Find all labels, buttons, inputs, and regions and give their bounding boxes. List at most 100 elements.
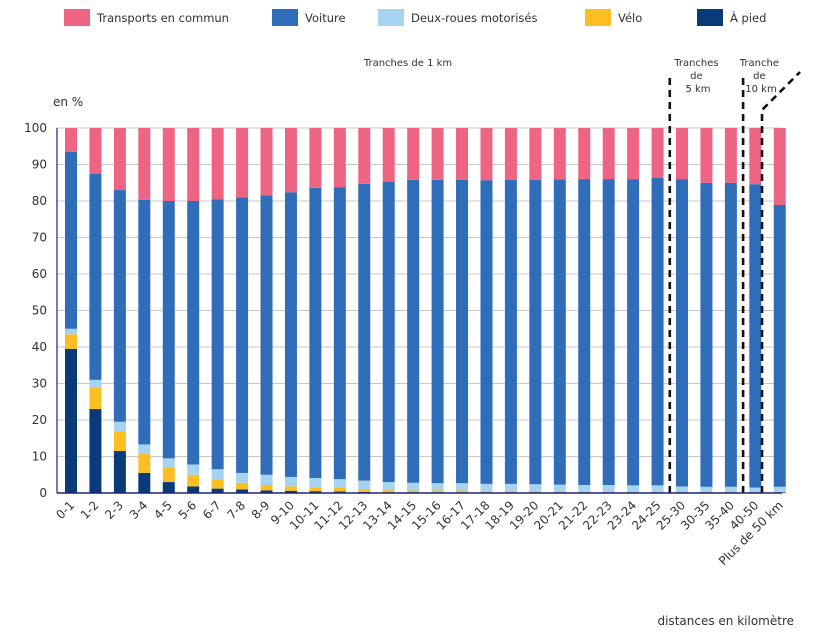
x-tick-label: 2-3 <box>102 498 126 522</box>
y-axis-title: en % <box>53 95 83 109</box>
legend-label: Deux-roues motorisés <box>411 11 537 25</box>
bar-segment <box>89 128 102 174</box>
bar-segment <box>651 485 664 492</box>
bar-segment <box>553 179 566 485</box>
bar-segment <box>407 179 420 483</box>
y-tick-label: 50 <box>32 304 47 318</box>
bar-segment <box>138 199 151 445</box>
x-tick-label: 4-5 <box>151 498 175 522</box>
bar-segment <box>602 491 615 493</box>
bar-stack <box>627 128 640 493</box>
bar-segment <box>456 483 469 491</box>
bar-stack <box>480 128 493 493</box>
bar-segment <box>456 490 469 493</box>
bar-segment <box>504 490 517 493</box>
bar-stack <box>700 128 713 493</box>
bar-stack <box>65 128 77 493</box>
bar-segment <box>284 476 297 487</box>
bar-stack <box>382 128 395 493</box>
y-tick-label: 90 <box>32 158 47 172</box>
y-axis-ticks: 0 10 20 30 40 50 60 70 80 90 100 <box>24 121 47 500</box>
bar-segment <box>236 197 249 473</box>
legend-label: À pied <box>730 10 766 25</box>
y-tick-label: 80 <box>32 194 47 208</box>
bar-segment <box>602 128 615 180</box>
bar-segment <box>578 484 591 492</box>
bar-segment <box>456 128 469 180</box>
bar-stack <box>724 128 737 493</box>
bar-segment <box>382 128 395 183</box>
x-tick-label: 5-6 <box>176 498 200 522</box>
bar-segment <box>211 488 224 493</box>
bar-segment <box>749 128 762 185</box>
bar-stack <box>773 128 786 493</box>
bar-segment <box>480 180 493 484</box>
bar-segment <box>700 491 713 493</box>
bar-segment <box>431 483 444 491</box>
bar-segment <box>309 128 322 188</box>
bar-segment <box>529 128 542 180</box>
bar-stack <box>578 128 591 493</box>
bar-segment <box>382 490 395 493</box>
x-tick-label: 3-4 <box>127 498 151 522</box>
bar-segment <box>309 187 322 479</box>
bar-segment <box>676 179 688 487</box>
bar-segment <box>333 187 346 480</box>
bar-segment <box>627 179 640 486</box>
bar-segment <box>529 179 542 485</box>
bar-stack <box>407 128 420 493</box>
bar-segment <box>358 488 371 492</box>
bar-segment <box>113 430 126 452</box>
bar-segment <box>162 458 175 468</box>
legend-swatch <box>64 9 90 26</box>
bar-segment <box>382 482 395 491</box>
bar-segment <box>578 128 591 180</box>
legend-label: Transports en commun <box>96 11 229 25</box>
bar-segment <box>89 173 102 380</box>
bar-segment <box>284 192 297 477</box>
bar-segment <box>553 128 566 180</box>
bar-stack <box>749 128 762 493</box>
bar-segment <box>553 484 566 492</box>
bar-segment <box>773 486 786 492</box>
bar-segment <box>162 482 175 493</box>
y-tick-label: 0 <box>39 486 47 500</box>
bar-segment <box>211 479 224 489</box>
bar-segment <box>65 348 77 493</box>
bar-segment <box>456 179 469 484</box>
bar-segment <box>113 451 126 493</box>
bar-segment <box>480 128 493 181</box>
bar-segment <box>773 128 786 206</box>
bar-segment <box>113 128 126 191</box>
bar-segment <box>211 469 224 480</box>
bar-segment <box>236 128 249 198</box>
x-axis-title: distances en kilomètre <box>657 614 794 628</box>
legend-swatch <box>697 9 723 26</box>
bar-segment <box>358 128 371 184</box>
bar-stack <box>529 128 542 493</box>
y-tick-label: 100 <box>24 121 47 135</box>
bar-segment <box>504 128 517 180</box>
bar-segment <box>480 483 493 491</box>
bar-segment <box>236 482 249 490</box>
y-tick-label: 20 <box>32 413 47 427</box>
bar-segment <box>113 190 126 422</box>
bar-segment <box>724 128 737 183</box>
bar-segment <box>407 128 420 180</box>
x-tick-label: 1-2 <box>78 498 102 522</box>
bar-segment <box>627 128 640 180</box>
bar-stack <box>431 128 444 493</box>
annotation-5km: Tranches de 5 km <box>673 58 722 95</box>
bar-stack <box>504 128 517 493</box>
bar-segment <box>284 490 297 493</box>
x-axis-ticks: 0-1 1-2 2-3 3-4 4-5 5-6 6-7 7-8 8-99-1010-1111-1… <box>53 498 786 568</box>
bar-segment <box>65 328 77 335</box>
bar-segment <box>431 128 444 180</box>
bar-segment <box>724 486 737 492</box>
bar-segment <box>651 178 664 486</box>
x-tick-label: 7-8 <box>224 498 248 522</box>
bar-segment <box>724 182 737 487</box>
bar-stack <box>333 128 346 493</box>
bar-segment <box>333 128 346 188</box>
